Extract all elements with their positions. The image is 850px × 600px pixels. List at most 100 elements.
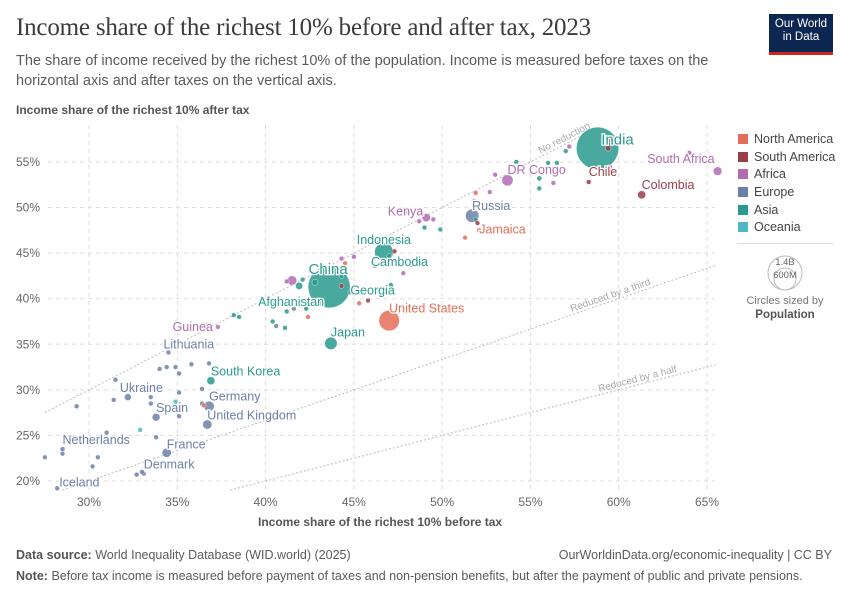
data-point-japan — [324, 336, 338, 350]
legend-swatch — [738, 151, 748, 162]
source-label: Data source: — [16, 548, 92, 562]
data-point-united-kingdom — [202, 419, 213, 430]
data-point — [404, 209, 410, 215]
x-tick-label: 45% — [342, 495, 366, 509]
data-point — [206, 360, 212, 367]
data-point-dr-congo — [501, 174, 514, 187]
data-point-georgia — [347, 289, 353, 295]
legend-swatch — [738, 169, 748, 180]
point-label-south-africa: South Africa — [647, 152, 714, 166]
point-label-indonesia: Indonesia — [357, 233, 411, 247]
data-point-iceland — [54, 485, 60, 491]
size-legend-small-label: 600M — [773, 270, 797, 281]
point-label-denmark: Denmark — [144, 458, 195, 472]
data-point — [59, 451, 66, 457]
data-point — [172, 364, 179, 370]
legend-label: South America — [754, 149, 836, 164]
owid-logo[interactable]: Our World in Data — [769, 14, 833, 55]
x-tick-label: 30% — [77, 495, 101, 509]
x-axis-label: Income share of the richest 10% before t… — [258, 515, 503, 529]
legend-item-africa[interactable]: Africa — [738, 165, 835, 183]
point-label-south-korea: South Korea — [211, 365, 281, 379]
logo-line-2: in Data — [782, 31, 820, 43]
data-point — [176, 413, 182, 419]
data-point — [391, 248, 398, 254]
reference-line — [44, 134, 584, 414]
legend: North America South America Africa Europe As… — [738, 130, 835, 236]
data-point — [137, 427, 143, 433]
size-caption: Circles sized by — [746, 295, 824, 307]
legend-label: Oceania — [754, 220, 801, 235]
point-label-iceland: Iceland — [59, 475, 99, 489]
data-point-lithuania — [165, 349, 172, 356]
legend-label: Africa — [754, 167, 786, 182]
data-point — [437, 226, 443, 233]
data-point — [566, 143, 572, 150]
data-point — [305, 314, 311, 320]
data-point-france — [161, 447, 172, 458]
data-point — [421, 225, 428, 231]
point-label-netherlands: Netherlands — [63, 433, 130, 447]
point-label-afghanistan: Afghanistan — [258, 295, 324, 309]
data-point — [388, 282, 394, 288]
data-point — [282, 325, 288, 331]
point-label-chile: Chile — [589, 165, 618, 179]
data-point — [153, 434, 159, 440]
data-point — [134, 472, 140, 478]
data-point — [416, 218, 422, 224]
data-point-afghanistan — [295, 282, 303, 290]
point-label-jamaica: Jamaica — [479, 222, 526, 236]
point-label-guinea: Guinea — [173, 320, 213, 334]
source-url[interactable]: OurWorldinData.org/economic-inequality |… — [558, 548, 832, 562]
legend-swatch — [738, 204, 748, 215]
data-point — [231, 312, 237, 318]
legend-item-europe[interactable]: Europe — [738, 183, 835, 201]
point-label-united-kingdom: United Kingdom — [207, 408, 296, 422]
data-point — [270, 318, 276, 325]
y-tick-label: 30% — [16, 383, 40, 397]
data-point — [473, 190, 479, 196]
data-point — [351, 254, 357, 260]
data-point-india — [576, 126, 619, 170]
legend-label: Europe — [754, 184, 795, 199]
data-point — [270, 301, 276, 307]
data-point-kenya — [421, 213, 431, 222]
point-label-georgia: Georgia — [350, 283, 395, 297]
data-point — [536, 175, 542, 182]
data-point — [157, 366, 163, 372]
data-point — [176, 370, 182, 377]
data-point — [407, 262, 413, 268]
y-tick-label: 35% — [16, 337, 40, 351]
data-point — [236, 314, 242, 320]
note-label: Note: — [16, 569, 48, 583]
data-point — [374, 240, 380, 246]
point-label-dr-congo: DR Congo — [507, 163, 565, 177]
data-source: Data source: World Inequality Database (… — [16, 548, 351, 562]
data-point — [686, 150, 692, 156]
data-point — [605, 145, 612, 152]
data-point — [430, 216, 436, 223]
legend-item-south-america[interactable]: South America — [738, 148, 835, 166]
y-tick-label: 50% — [16, 201, 40, 215]
point-label-china: China — [309, 261, 349, 278]
data-point-netherlands — [59, 446, 66, 452]
x-tick-label: 35% — [165, 495, 189, 509]
y-tick-label: 45% — [16, 246, 40, 260]
data-point — [338, 283, 345, 289]
point-label-kenya: Kenya — [388, 205, 423, 219]
data-point — [342, 260, 348, 266]
data-point — [164, 364, 170, 370]
legend-item-north-america[interactable]: North America — [738, 130, 835, 148]
legend-item-asia[interactable]: Asia — [738, 201, 835, 219]
data-point — [172, 399, 179, 405]
x-tick-label: 55% — [518, 495, 542, 509]
data-point-jamaica — [476, 227, 482, 233]
data-point-guinea — [215, 324, 221, 330]
legend-label: North America — [754, 131, 834, 146]
point-label-india: India — [601, 131, 634, 148]
legend-item-oceania[interactable]: Oceania — [738, 218, 835, 236]
data-point — [112, 377, 119, 383]
source-text[interactable]: World Inequality Database (WID.world) (2… — [95, 548, 351, 562]
data-point — [492, 172, 498, 178]
y-tick-label: 25% — [16, 428, 40, 442]
